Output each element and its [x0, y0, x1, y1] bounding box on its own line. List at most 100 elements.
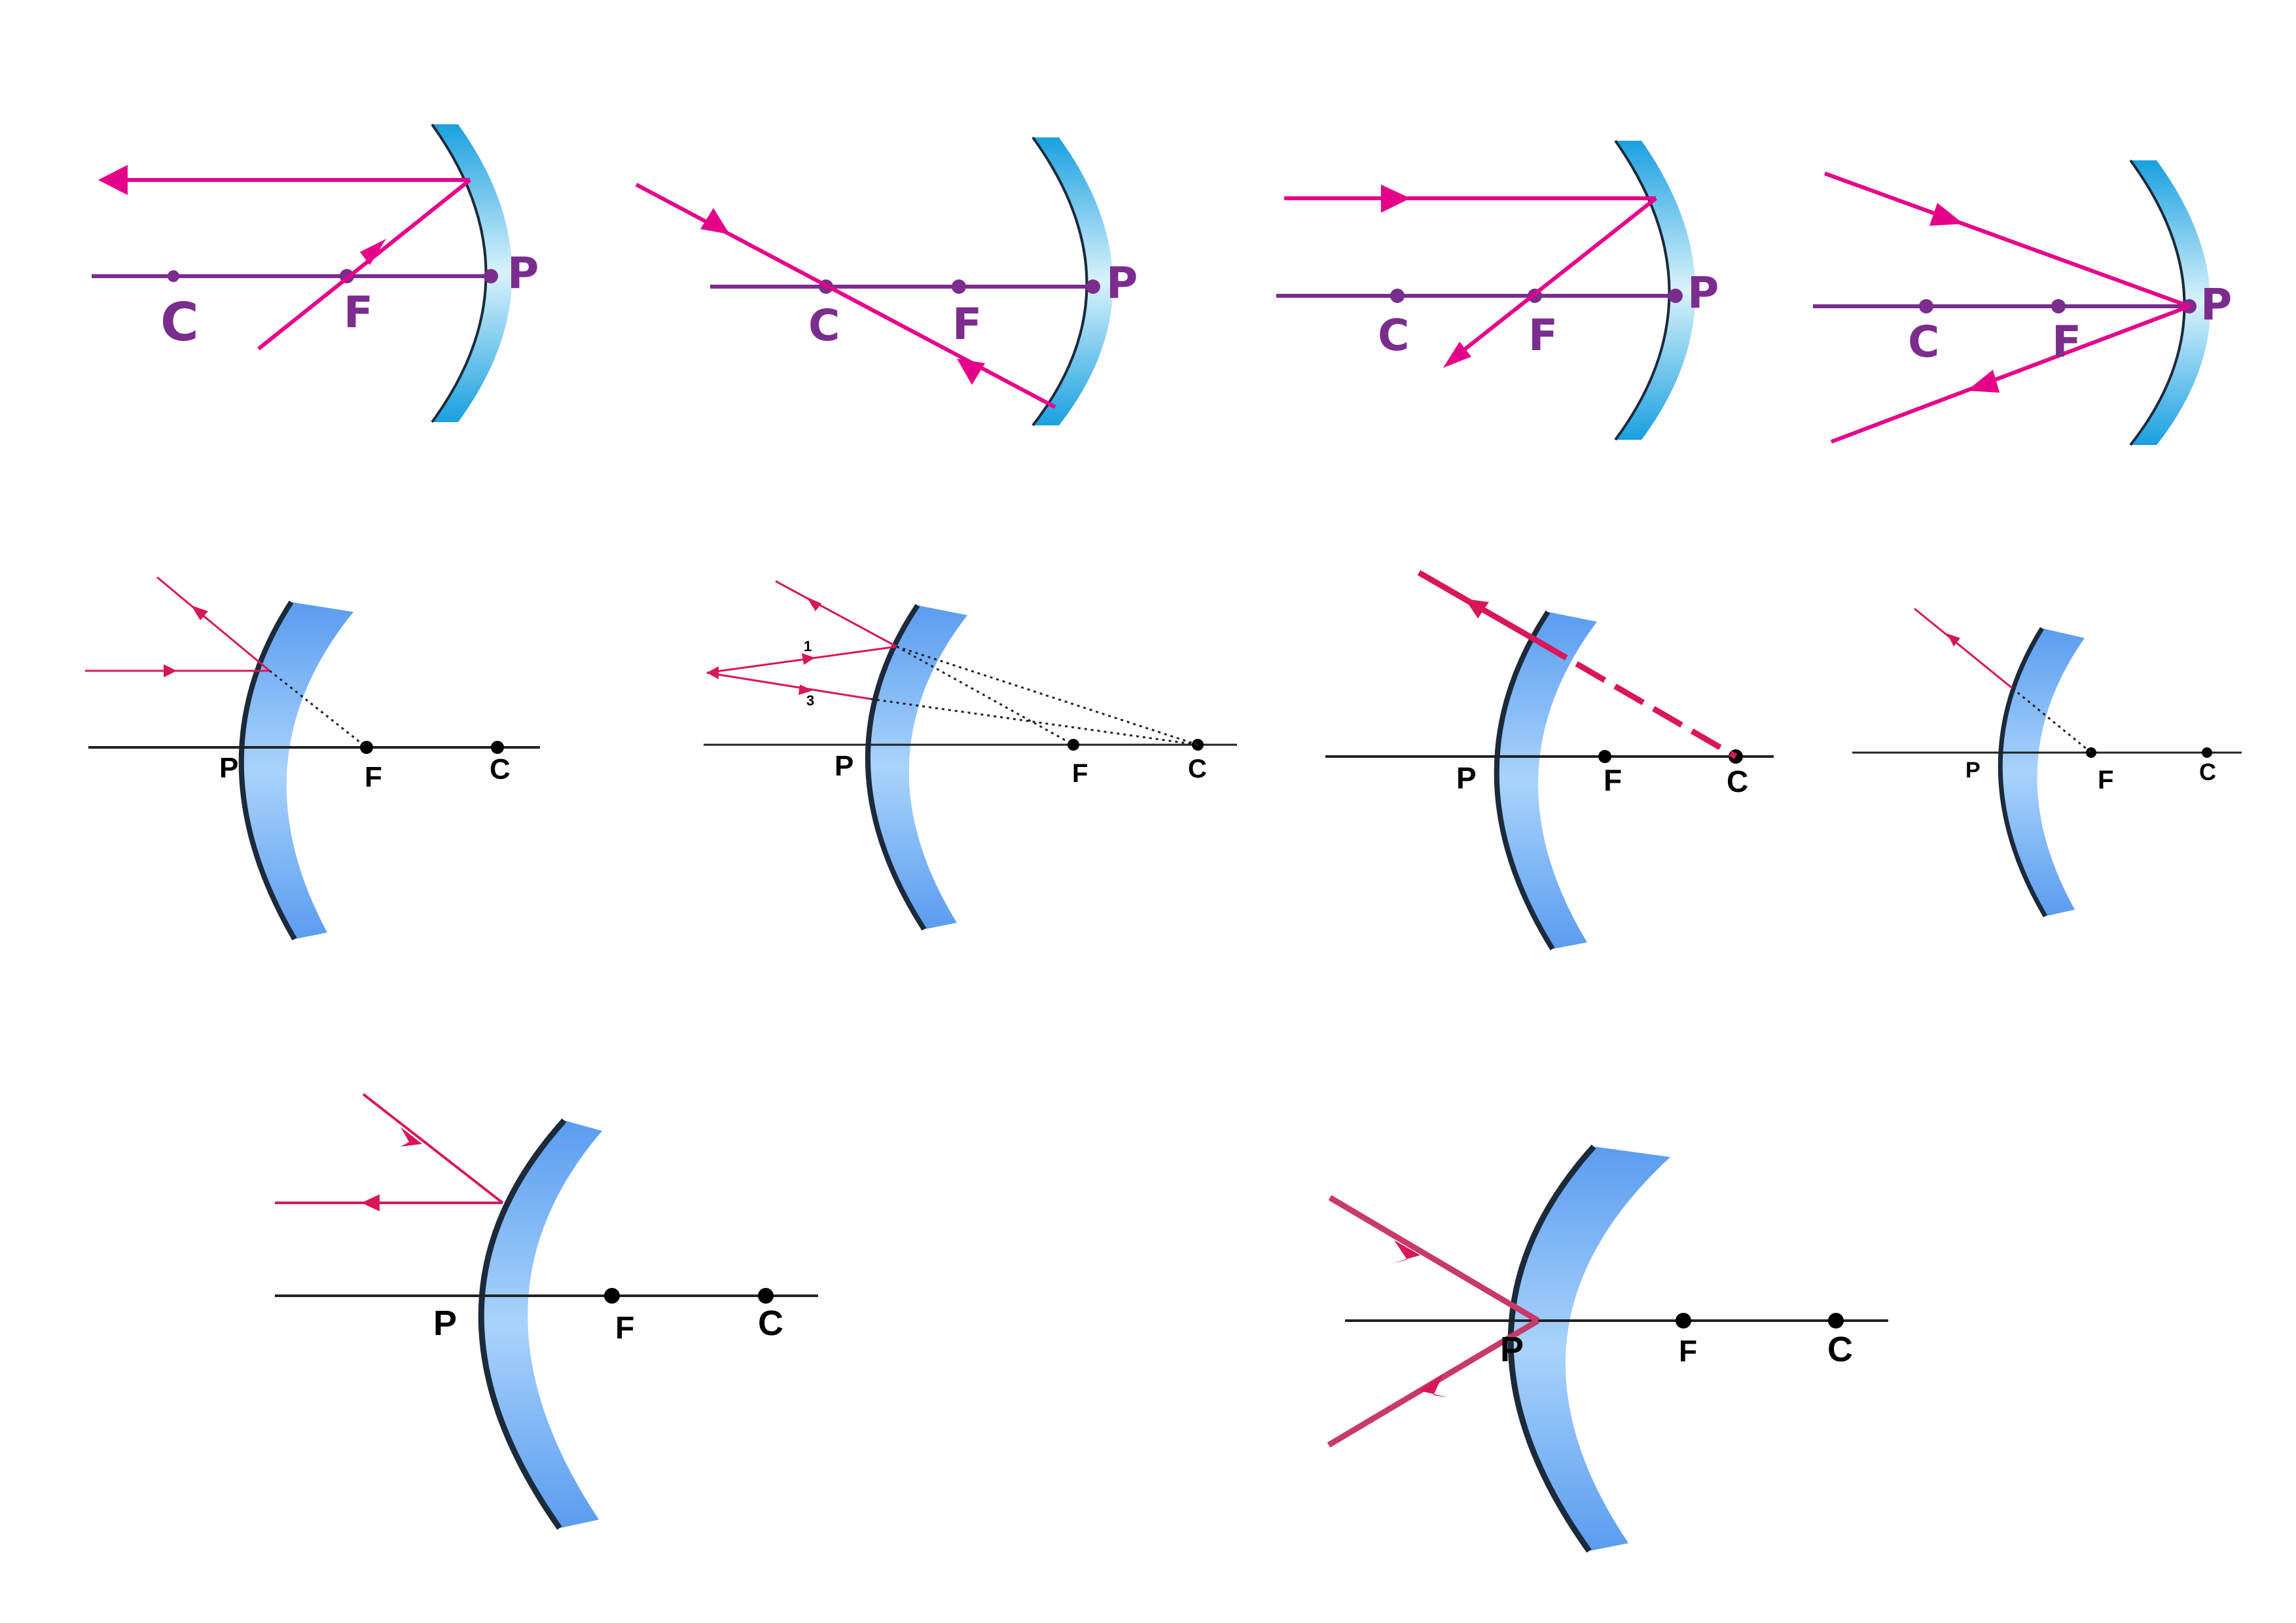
label-c: C: [758, 1304, 783, 1343]
arrow-head: [957, 359, 985, 385]
label-c: C: [1908, 317, 1939, 367]
label-p: P: [1106, 258, 1138, 308]
diagram-convex-ray-at-pole: P F C: [1327, 1144, 1888, 1553]
incident-ray: [257, 178, 471, 351]
point-f: [1676, 1313, 1691, 1329]
arrow-head: [1967, 370, 2000, 393]
point-f: [952, 279, 966, 294]
label-p: P: [507, 248, 539, 298]
arrow-head: [1393, 1240, 1420, 1263]
label-p: P: [834, 750, 853, 782]
virtual-extension: [1536, 639, 1738, 759]
point-c: [2202, 747, 2212, 758]
label-c: C: [1378, 310, 1409, 361]
mirror-reflecting-surface: [238, 600, 297, 941]
point-f: [360, 741, 373, 754]
diagram-concave-ray-at-pole: C F P: [1813, 159, 2232, 446]
arrow-head: [1419, 1374, 1448, 1397]
arrow-head: [361, 1194, 380, 1211]
point-c: [758, 1288, 774, 1304]
label-c: C: [1827, 1330, 1853, 1369]
arrow-head: [401, 1127, 422, 1147]
arrow-head: [191, 605, 208, 620]
point-f: [1067, 739, 1079, 751]
incident-ray: [1328, 1195, 1540, 1323]
label-p: P: [219, 752, 238, 784]
arrow-head: [1443, 342, 1471, 368]
reflected-ray: [1914, 607, 2013, 690]
label-f: F: [615, 1311, 634, 1346]
arrow-head: [806, 597, 821, 611]
reflected-ray: [1458, 196, 1657, 355]
label-ray-1: 1: [804, 638, 812, 654]
mirror-reflecting-surface: [1998, 627, 2048, 918]
diagram-convex-parallel-ray: P F C: [85, 576, 540, 941]
point-f: [2086, 747, 2096, 758]
convex-mirror: [481, 1120, 602, 1528]
reflected-ray: [1830, 304, 2191, 444]
label-f: F: [1604, 763, 1622, 797]
arrow-head: [360, 239, 386, 265]
convex-mirror: [1496, 612, 1597, 949]
label-p: P: [1965, 758, 1981, 783]
label-f: F: [365, 761, 382, 793]
arrow-head: [802, 653, 815, 665]
convex-mirror: [2000, 628, 2085, 916]
point-c: [1390, 289, 1405, 303]
arrow-head: [1929, 203, 1964, 226]
arrow-head: [700, 208, 730, 234]
arrow-head: [1465, 599, 1489, 618]
point-c: [1828, 1313, 1844, 1329]
diagram-convex-multiple-rays: 1 3 P F C: [704, 580, 1237, 931]
reflected-ray: [156, 576, 270, 672]
virtual-extension: [896, 645, 1074, 746]
diagram-concave-through-centre: C F P: [635, 136, 1138, 427]
diagram-convex-towards-focus: P F C: [275, 1093, 818, 1530]
arrow-head: [164, 664, 177, 677]
convex-mirror: [241, 602, 353, 939]
point-f: [2051, 299, 2066, 313]
ray-3: [706, 671, 871, 700]
point-p: [484, 269, 498, 283]
label-p: P: [1500, 1330, 1524, 1369]
label-f: F: [1528, 310, 1558, 361]
label-p: P: [1456, 761, 1477, 795]
diagram-concave-parallel-ray: C F P: [1276, 139, 1719, 441]
label-f: F: [344, 287, 373, 338]
diagram-convex-small: P F C: [1852, 607, 2242, 918]
incident-ray: [1823, 171, 2191, 308]
concave-mirror: [432, 124, 512, 422]
ray-1-reflected: [775, 580, 897, 648]
label-c: C: [1188, 755, 1207, 783]
convex-mirror: [1511, 1147, 1670, 1551]
arrow-head: [1947, 633, 1960, 647]
label-ray-3: 3: [806, 692, 814, 709]
ray-1: [706, 645, 897, 674]
label-f: F: [2052, 317, 2081, 367]
arrow-head: [707, 666, 719, 679]
label-c: C: [160, 292, 199, 353]
point-c: [168, 270, 179, 282]
label-c: C: [808, 300, 840, 351]
concave-mirror: [1615, 141, 1696, 440]
label-p: P: [1687, 268, 1719, 318]
point-p: [1668, 289, 1683, 303]
label-f: F: [2098, 766, 2113, 794]
virtual-extension: [870, 698, 1198, 746]
virtual-extension: [269, 669, 367, 749]
point-c: [491, 741, 504, 754]
incident-ray: [362, 1093, 504, 1204]
point-f: [1598, 750, 1611, 763]
label-f: F: [1072, 759, 1088, 788]
concave-mirror: [2130, 160, 2211, 445]
convex-mirror: [867, 605, 967, 929]
diagram-convex-towards-centre: P F C: [1325, 570, 1774, 951]
concave-mirror: [1033, 137, 1113, 425]
point-c: [1919, 299, 1933, 313]
incident-reflected-ray: [635, 183, 1056, 409]
mirror-reflecting-surface: [478, 1118, 567, 1530]
point-p: [1086, 279, 1100, 294]
point-f: [604, 1288, 620, 1304]
diagram-concave-through-focus: C F P: [92, 123, 539, 423]
